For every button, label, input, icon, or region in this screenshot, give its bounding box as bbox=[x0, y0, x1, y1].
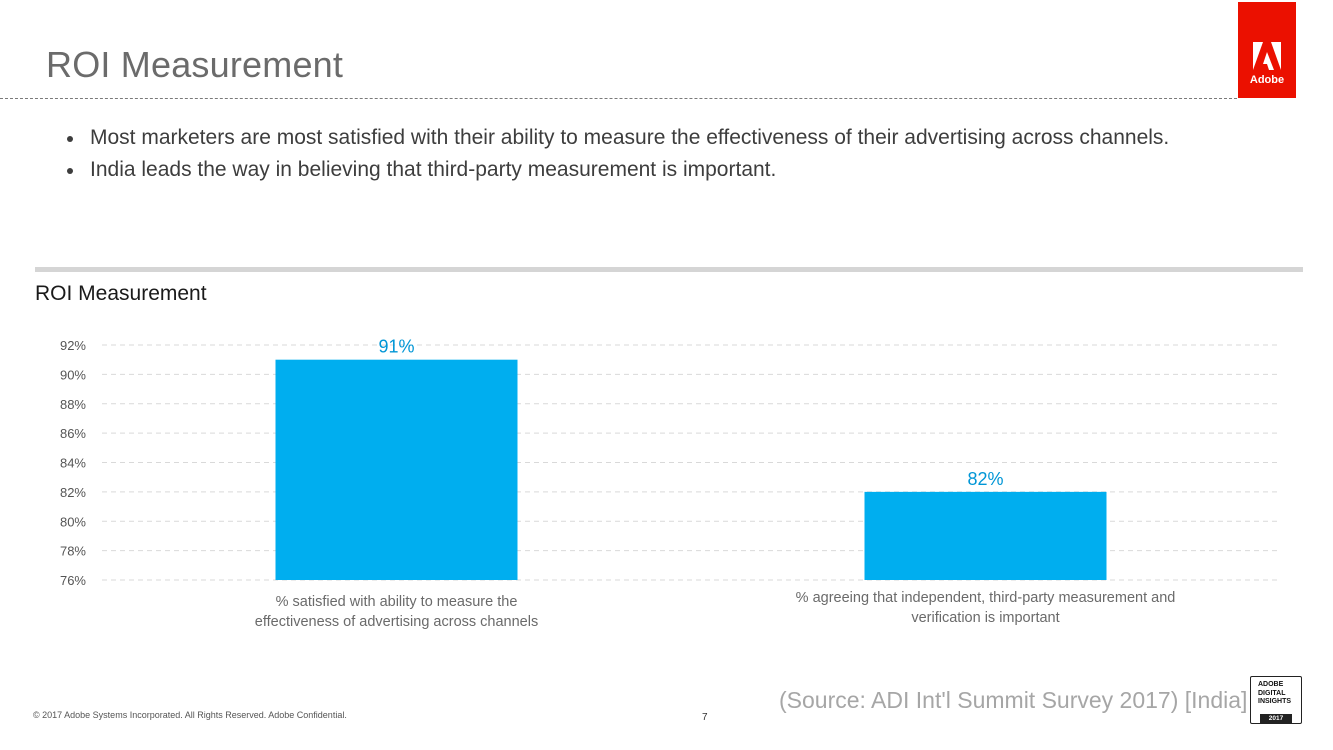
y-tick-label: 86% bbox=[60, 426, 86, 441]
bar bbox=[864, 491, 1107, 580]
y-tick-label: 82% bbox=[60, 485, 86, 500]
data-label: 82% bbox=[967, 469, 1003, 489]
y-tick-label: 90% bbox=[60, 367, 86, 382]
chart-title: ROI Measurement bbox=[35, 282, 207, 305]
badge-line: DIGITAL bbox=[1258, 689, 1286, 697]
x-category-label: % satisfied with ability to measure the bbox=[276, 594, 518, 610]
y-tick-label: 80% bbox=[60, 514, 86, 529]
badge-line: ADOBE bbox=[1258, 681, 1284, 688]
y-tick-label: 84% bbox=[60, 456, 86, 471]
y-tick-label: 76% bbox=[60, 573, 86, 588]
y-tick-label: 78% bbox=[60, 544, 86, 559]
bar bbox=[275, 359, 518, 580]
page-title: ROI Measurement bbox=[46, 44, 344, 85]
bullet-item: India leads the way in believing that th… bbox=[64, 154, 1169, 186]
y-tick-label: 88% bbox=[60, 397, 86, 412]
adobe-digital-insights-badge: ADOBE DIGITAL INSIGHTS 2017 bbox=[1250, 676, 1302, 724]
x-category-label: effectiveness of advertising across chan… bbox=[255, 614, 538, 630]
bullet-list: Most marketers are most satisfied with t… bbox=[64, 122, 1169, 186]
y-tick-label: 92% bbox=[60, 338, 86, 353]
adobe-logo: Adobe bbox=[1238, 2, 1296, 98]
chart-divider bbox=[35, 267, 1303, 272]
x-category-label: verification is important bbox=[911, 610, 1059, 626]
x-category-label: % agreeing that independent, third-party… bbox=[796, 590, 1176, 606]
bullet-item: Most marketers are most satisfied with t… bbox=[64, 122, 1169, 154]
badge-year: 2017 bbox=[1260, 714, 1292, 723]
data-label: 91% bbox=[378, 337, 414, 357]
copyright-text: © 2017 Adobe Systems Incorporated. All R… bbox=[33, 710, 347, 720]
title-divider bbox=[0, 98, 1237, 99]
source-citation: (Source: ADI Int'l Summit Survey 2017) [… bbox=[779, 687, 1248, 713]
page-number: 7 bbox=[702, 712, 708, 723]
adobe-logo-word: Adobe bbox=[1249, 74, 1285, 86]
badge-line: INSIGHTS bbox=[1258, 698, 1292, 705]
adobe-logo-icon bbox=[1253, 42, 1281, 70]
